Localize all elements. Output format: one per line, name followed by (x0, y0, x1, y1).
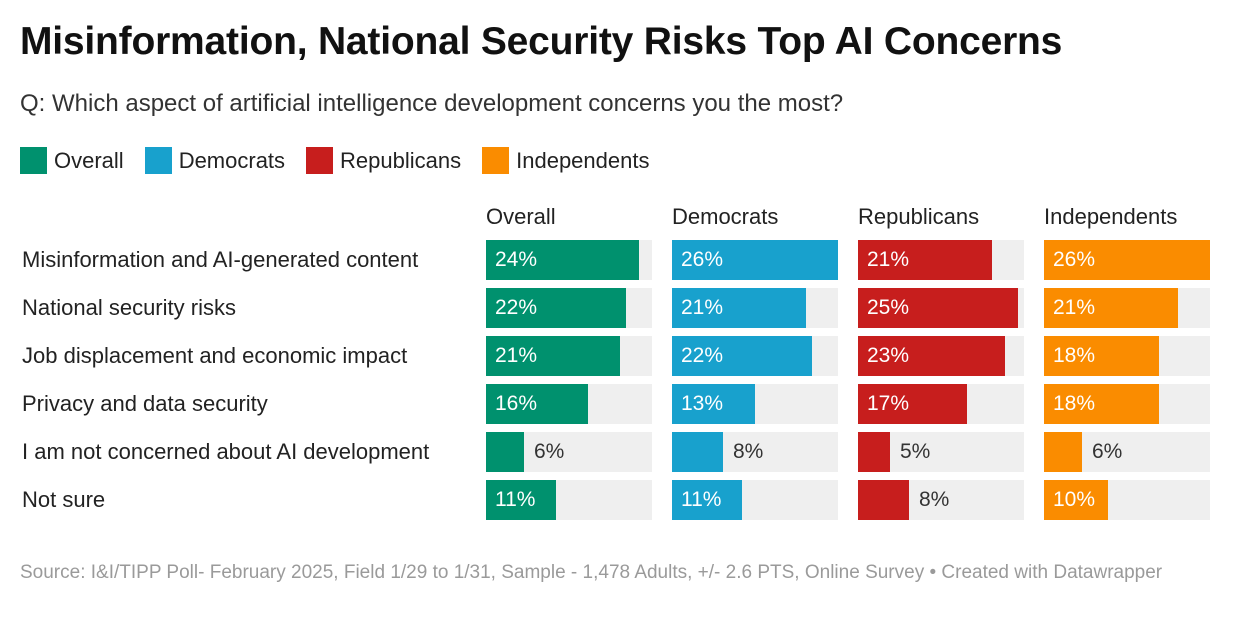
legend-swatch-republicans (306, 147, 334, 174)
legend-label-overall: Overall (54, 147, 124, 173)
legend-label-independents: Independents (516, 147, 650, 173)
legend-label-democrats: Democrats (178, 147, 286, 173)
bar-track: 26% (1044, 240, 1210, 280)
bar-democrats (672, 480, 742, 520)
bar-track: 21% (486, 336, 652, 376)
legend-swatch-overall (20, 147, 47, 174)
bar-value-label: 11% (681, 488, 722, 511)
bar-value-label: 21% (681, 296, 724, 319)
bar-track: 23% (858, 336, 1024, 376)
legend-item-republicans: Republicans (306, 147, 461, 174)
bar-value-label: 11% (495, 488, 536, 511)
bar-track: 6% (486, 432, 652, 472)
bar-republicans (858, 336, 1005, 376)
bar-independents (1044, 432, 1082, 472)
bar-democrats (672, 384, 755, 424)
bar-independents (1044, 384, 1159, 424)
bar-overall (486, 432, 524, 472)
bar-overall (486, 480, 556, 520)
bar-track: 18% (1044, 384, 1210, 424)
bar-overall (486, 336, 620, 376)
bar-track: 22% (672, 336, 838, 376)
bar-value-label: 8% (919, 488, 950, 511)
row-label: Privacy and data security (22, 391, 268, 416)
bar-value-label: 24% (495, 248, 538, 271)
row-label: National security risks (22, 295, 236, 320)
source-note: Source: I&I/TIPP Poll- February 2025, Fi… (20, 562, 1163, 583)
bar-independents (1044, 480, 1108, 520)
bar-track: 11% (486, 480, 652, 520)
bar-track: 21% (1044, 288, 1210, 328)
bar-value-label: 6% (534, 440, 565, 463)
bar-democrats (672, 240, 838, 280)
bar-democrats (672, 288, 806, 328)
bar-track: 24% (486, 240, 652, 280)
column-header-republicans: Republicans (858, 204, 980, 229)
bar-overall (486, 240, 639, 280)
bar-value-label: 16% (495, 392, 538, 415)
bar-track: 13% (672, 384, 838, 424)
bar-track: 8% (672, 432, 838, 472)
bar-track: 26% (672, 240, 838, 280)
bar-track: 11% (672, 480, 838, 520)
bar-value-label: 18% (1053, 392, 1096, 415)
bar-track: 16% (486, 384, 652, 424)
column-header-overall: Overall (486, 204, 556, 229)
row-label: Job displacement and economic impact (22, 343, 408, 368)
bar-track: 25% (858, 288, 1024, 328)
column-header-democrats: Democrats (672, 204, 779, 229)
bar-value-label: 25% (867, 296, 910, 319)
column-header-independents: Independents (1044, 204, 1178, 229)
bar-democrats (672, 432, 723, 472)
bar-track: 21% (858, 240, 1024, 280)
bar-independents (1044, 288, 1178, 328)
bar-value-label: 10% (1053, 488, 1096, 511)
bar-value-label: 6% (1092, 440, 1123, 463)
legend-item-overall: Overall (20, 147, 124, 174)
bar-track: 18% (1044, 336, 1210, 376)
legend-item-democrats: Democrats (144, 147, 286, 174)
bar-democrats (672, 336, 812, 376)
legend-item-independents: Independents (482, 147, 649, 174)
bar-value-label: 13% (681, 392, 724, 415)
legend-swatch-independents (482, 147, 510, 174)
bar-value-label: 21% (495, 344, 538, 367)
bar-value-label: 17% (867, 392, 910, 415)
bar-track: 22% (486, 288, 652, 328)
legend: Overall Democrats Republicans Independents (20, 147, 670, 174)
chart-title: Misinformation, National Security Risks … (20, 20, 1063, 63)
bar-overall (486, 288, 626, 328)
bar-independents (1044, 336, 1159, 376)
bar-track: 21% (672, 288, 838, 328)
bar-republicans (858, 288, 1018, 328)
bar-track: 8% (858, 480, 1024, 520)
bar-republicans (858, 384, 967, 424)
bar-track: 5% (858, 432, 1024, 472)
bar-value-label: 22% (495, 296, 538, 319)
row-label: Not sure (22, 487, 106, 512)
bar-value-label: 21% (1053, 296, 1096, 319)
bar-republicans (858, 432, 890, 472)
bar-republicans (858, 240, 992, 280)
bar-value-label: 23% (867, 344, 910, 367)
bar-overall (486, 384, 588, 424)
legend-swatch-democrats (144, 147, 172, 174)
row-label: Misinformation and AI-generated content (22, 247, 419, 272)
bar-value-label: 18% (1053, 344, 1096, 367)
bar-independents (1044, 240, 1210, 280)
bar-value-label: 26% (681, 248, 724, 271)
row-label: I am not concerned about AI development (22, 439, 430, 464)
legend-label-republicans: Republicans (340, 147, 462, 173)
bar-track: 10% (1044, 480, 1210, 520)
bar-value-label: 21% (867, 248, 910, 271)
bar-track: 17% (858, 384, 1024, 424)
bar-track: 6% (1044, 432, 1210, 472)
bar-value-label: 8% (733, 440, 764, 463)
bar-value-label: 22% (681, 344, 724, 367)
chart-subtitle: Q: Which aspect of artificial intelligen… (20, 90, 844, 117)
bar-republicans (858, 480, 909, 520)
bar-value-label: 5% (900, 440, 931, 463)
bar-value-label: 26% (1053, 248, 1096, 271)
